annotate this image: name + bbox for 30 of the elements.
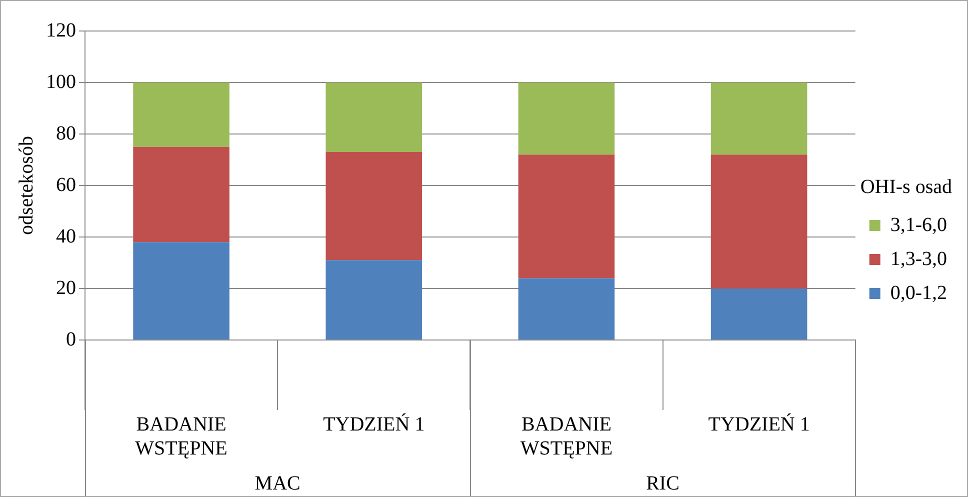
legend-label: 0,0-1,2 bbox=[890, 282, 948, 304]
y-tick-label: 60 bbox=[56, 174, 76, 196]
legend-title: OHI-s osad bbox=[860, 176, 952, 198]
x-tick-label: TYDZIEŃ 1 bbox=[708, 412, 810, 436]
legend-label: 1,3-3,0 bbox=[890, 248, 948, 270]
bar bbox=[710, 288, 808, 340]
text: MAC bbox=[254, 472, 300, 494]
text: RIC bbox=[646, 472, 680, 494]
y-tick-label: 120 bbox=[46, 19, 76, 42]
y-axis-title: odsetekosób bbox=[15, 136, 38, 235]
bar bbox=[710, 82, 808, 155]
legend-label: 3,1-6,0 bbox=[890, 214, 948, 236]
bar bbox=[133, 82, 230, 147]
bar bbox=[518, 278, 615, 340]
bar bbox=[133, 242, 230, 340]
bar bbox=[518, 154, 615, 278]
bar bbox=[326, 82, 422, 152]
y-tick-label: 80 bbox=[56, 122, 76, 144]
x-tick-label: TYDZIEŃ 1 bbox=[323, 412, 425, 436]
y-tick-label: 20 bbox=[56, 276, 76, 299]
y-tick-label: 100 bbox=[46, 70, 76, 93]
y-tick-label: 0 bbox=[66, 328, 76, 350]
bar bbox=[133, 146, 230, 242]
y-tick-label: 40 bbox=[56, 225, 76, 248]
bar bbox=[518, 82, 615, 155]
bar bbox=[326, 152, 422, 260]
x-tick-label: BADANIE WSTĘPNE bbox=[520, 413, 613, 460]
bar bbox=[326, 260, 422, 340]
bar bbox=[710, 154, 808, 288]
x-tick-label: BADANIE WSTĘPNE bbox=[135, 413, 228, 460]
